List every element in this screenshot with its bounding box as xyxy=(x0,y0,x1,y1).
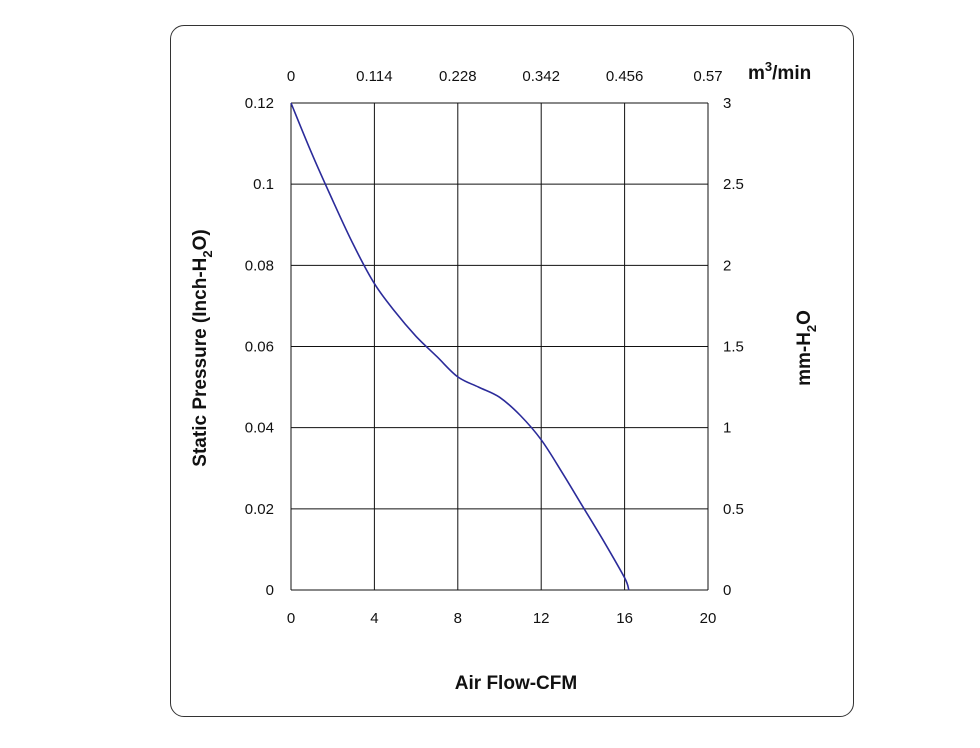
y2-axis-title: mm-H2O xyxy=(794,310,819,386)
x-axis-title: Air Flow-CFM xyxy=(455,673,577,694)
y-axis-title: Static Pressure (Inch-H2O) xyxy=(190,229,215,466)
y-tick-label: 0.02 xyxy=(245,501,274,518)
x-tick-label: 16 xyxy=(616,610,633,627)
x-tick-label: 12 xyxy=(533,610,550,627)
y2-tick-label: 2 xyxy=(723,257,731,274)
x2-tick-label: 0 xyxy=(287,68,295,85)
y2-tick-label: 2.5 xyxy=(723,176,744,193)
tick-labels: 0 4 8 12 16 200 0.114 0.228 0.342 0.456 0.5700.020… xyxy=(245,68,744,627)
y-tick-label: 0.06 xyxy=(245,339,274,356)
y2-tick-label: 0 xyxy=(723,582,731,599)
x2-tick-label: 0.456 xyxy=(606,68,644,85)
chart-frame xyxy=(170,25,854,717)
x-tick-label: 8 xyxy=(454,610,462,627)
y2-tick-label: 0.5 xyxy=(723,501,744,518)
x2-tick-label: 0.228 xyxy=(439,68,477,85)
y-tick-label: 0 xyxy=(266,582,274,599)
pq-curve xyxy=(290,102,630,591)
y2-tick-label: 3 xyxy=(723,95,731,112)
x2-tick-label: 0.114 xyxy=(356,68,392,85)
x2-axis-title: m3/min xyxy=(748,59,811,84)
x-tick-label: 4 xyxy=(370,610,378,627)
y-tick-label: 0.08 xyxy=(245,257,274,274)
x-tick-label: 0 xyxy=(287,610,295,627)
x2-tick-label: 0.57 xyxy=(693,68,722,85)
x-tick-label: 20 xyxy=(700,610,717,627)
y2-tick-label: 1 xyxy=(723,420,731,437)
y-tick-label: 0.04 xyxy=(245,420,274,437)
y-tick-label: 0.12 xyxy=(245,95,274,112)
x2-tick-label: 0.342 xyxy=(522,68,560,85)
y-tick-label: 0.1 xyxy=(253,176,274,193)
grid xyxy=(290,102,709,591)
y2-tick-label: 1.5 xyxy=(723,339,744,356)
